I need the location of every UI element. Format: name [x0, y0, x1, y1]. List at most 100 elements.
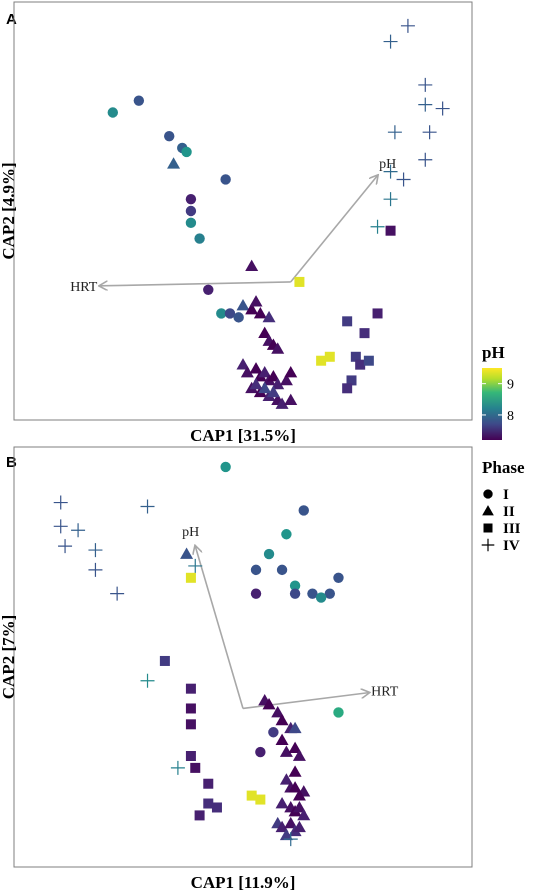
data-point-b-12 [315, 592, 327, 603]
y-axis-label-b: CAP2 [7%] [0, 615, 18, 700]
vector-label-ph: pH [379, 157, 396, 172]
data-point-b-27 [288, 765, 302, 777]
data-point-b-66 [140, 673, 155, 688]
y-axis-label-a: CAP2 [4.9%] [0, 162, 18, 259]
data-point-b-19 [271, 705, 285, 718]
data-point-a-43 [249, 377, 263, 390]
data-point-a-10 [203, 284, 214, 295]
data-point-a-19 [253, 306, 267, 319]
data-point-a-32 [271, 377, 285, 390]
data-point-b-1 [298, 505, 309, 516]
data-point-b-47 [185, 703, 196, 714]
data-point-a-33 [279, 373, 293, 386]
data-point-b-49 [185, 751, 196, 761]
data-point-b-18 [262, 698, 276, 710]
data-point-a-31 [266, 369, 280, 382]
data-point-b-8 [250, 588, 262, 599]
data-point-b-54 [194, 810, 205, 821]
data-point-a-21 [258, 326, 272, 339]
data-point-a-6 [185, 193, 197, 205]
data-point-b-10 [307, 588, 318, 599]
data-point-a-54 [342, 383, 353, 394]
data-point-a-48 [372, 308, 383, 319]
data-point-a-64 [383, 164, 398, 179]
data-point-b-26 [292, 749, 306, 761]
data-point-a-52 [363, 355, 374, 366]
panel-letter-b: B [6, 454, 17, 471]
data-point-b-6 [333, 572, 344, 583]
phase-legend-key-iv [481, 538, 495, 552]
phase-legend-label-iii: III [503, 521, 521, 537]
data-point-b-65 [188, 558, 203, 573]
data-point-a-26 [240, 366, 254, 378]
phase-legend-key-iii [483, 523, 493, 533]
data-point-b-25 [288, 741, 302, 753]
scatter-marks-a: pH HRT [70, 18, 450, 409]
vector-arrow-hrt [100, 282, 291, 286]
data-point-a-50 [350, 351, 361, 362]
phase-legend-key-ii [482, 505, 494, 516]
data-point-b-45 [159, 655, 170, 666]
data-point-a-42 [258, 381, 272, 394]
data-point-b-46 [185, 683, 196, 694]
ph-colorbar-ticks: 98 [482, 378, 514, 424]
data-point-b-13 [333, 707, 344, 718]
data-point-b-53 [211, 802, 222, 813]
data-point-b-48 [185, 719, 196, 730]
data-point-b-9 [289, 588, 301, 599]
data-point-b-2 [281, 529, 292, 540]
data-point-a-53 [346, 375, 357, 386]
data-point-b-22 [288, 721, 302, 734]
data-point-b-68 [283, 832, 298, 847]
data-point-a-12 [224, 308, 236, 319]
data-point-b-30 [288, 781, 302, 793]
data-point-a-65 [396, 172, 411, 187]
data-point-a-2 [164, 130, 175, 142]
data-point-a-45 [316, 355, 327, 366]
data-point-a-61 [387, 125, 402, 140]
data-point-b-67 [170, 760, 185, 775]
data-point-a-1 [133, 95, 145, 106]
vector-arrow-ph [195, 546, 244, 709]
data-point-a-16 [236, 299, 250, 311]
data-point-a-39 [275, 397, 289, 409]
data-point-a-27 [249, 362, 263, 374]
data-point-b-32 [292, 789, 306, 801]
data-point-a-14 [167, 157, 181, 169]
phase-legend-label-iv: IV [503, 538, 520, 554]
data-point-a-5 [220, 174, 231, 185]
data-point-a-41 [266, 385, 280, 398]
data-point-a-66 [383, 192, 398, 207]
panel-letter-a: A [6, 11, 17, 28]
data-point-b-43 [292, 820, 306, 833]
data-point-a-13 [233, 312, 244, 323]
vector-arrow-hrt [242, 693, 369, 710]
data-point-b-57 [53, 495, 68, 510]
data-point-a-55 [385, 225, 396, 236]
data-point-b-39 [275, 820, 289, 833]
data-point-b-64 [110, 586, 125, 601]
vector-label-hrt: HRT [371, 685, 399, 700]
data-point-b-56 [255, 794, 266, 805]
data-point-b-50 [190, 762, 201, 773]
ph-legend: pH 98 [482, 343, 514, 440]
data-point-b-15 [268, 727, 279, 738]
phase-legend-label-ii: II [503, 504, 515, 520]
data-point-a-8 [185, 217, 197, 229]
data-point-a-49 [359, 328, 370, 339]
data-point-a-60 [435, 101, 450, 116]
data-point-a-67 [370, 219, 385, 234]
data-point-a-15 [245, 259, 259, 272]
vector-label-ph: pH [182, 525, 199, 540]
data-point-a-57 [383, 34, 398, 49]
data-point-a-47 [342, 316, 353, 327]
data-point-a-29 [258, 366, 272, 378]
data-point-b-58 [140, 499, 155, 514]
plot-frame-a [13, 1, 473, 421]
data-point-a-0 [107, 107, 119, 118]
data-point-a-11 [216, 308, 227, 319]
data-point-a-7 [185, 205, 197, 217]
x-axis-label-b: CAP1 [11.9%] [191, 873, 296, 892]
